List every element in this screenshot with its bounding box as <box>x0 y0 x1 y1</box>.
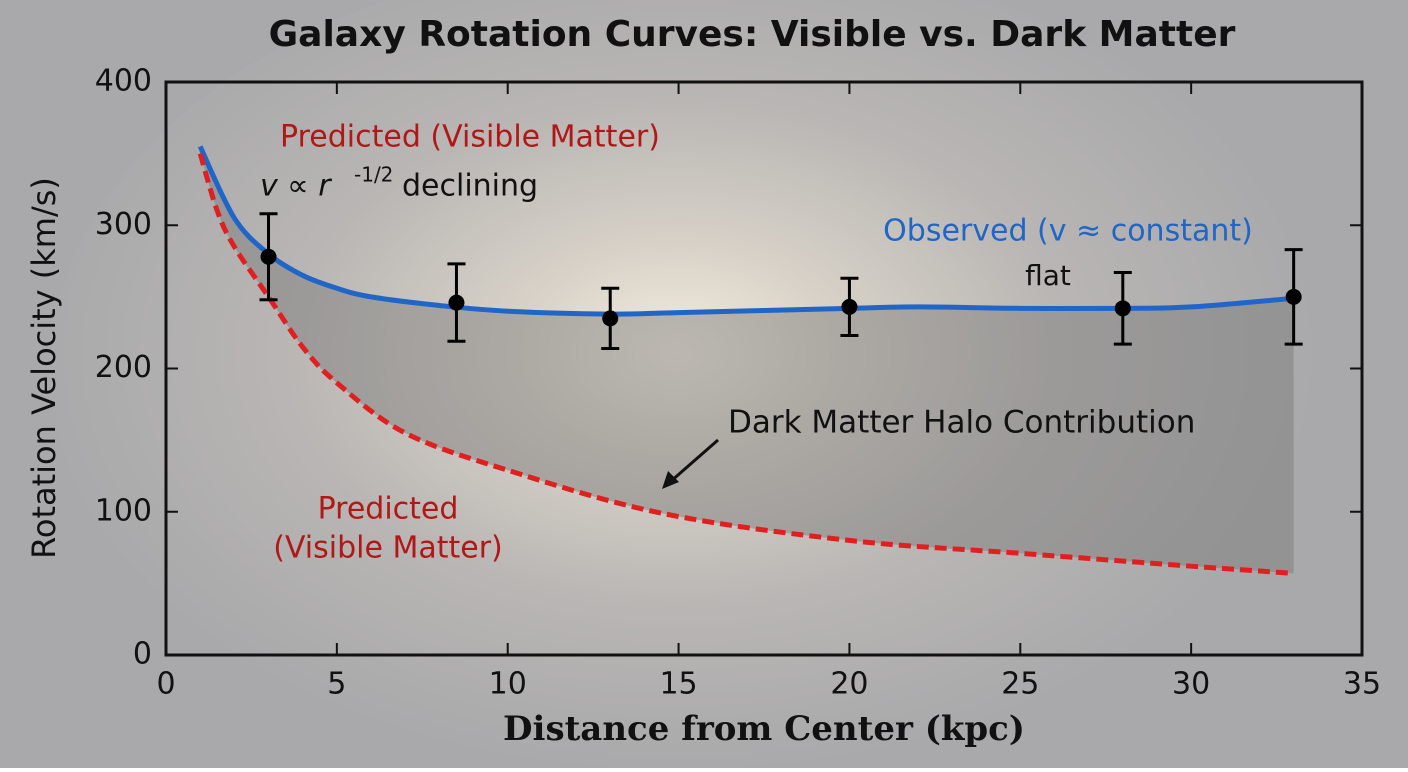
flat-label: flat <box>1025 259 1071 292</box>
x-axis-label: Distance from Center (kpc) <box>503 709 1025 749</box>
series-line <box>197 152 1294 576</box>
annotation-arrow <box>669 438 719 484</box>
x-tick-label: 0 <box>156 667 175 702</box>
data-point <box>841 298 858 315</box>
x-tick-label: 30 <box>1172 667 1210 702</box>
data-point <box>448 294 465 311</box>
x-tick-label: 35 <box>1343 667 1381 702</box>
y-tick-label: 300 <box>95 207 152 242</box>
data-point <box>1114 300 1131 317</box>
data-point <box>1285 288 1302 305</box>
x-tick-label: 10 <box>489 667 527 702</box>
y-tick-label: 100 <box>95 493 152 528</box>
x-tick-label: 5 <box>327 667 346 702</box>
arrow-head <box>662 471 679 489</box>
x-tick-label: 15 <box>659 667 697 702</box>
galaxy-glow <box>50 0 1330 772</box>
y-tick-label: 0 <box>133 637 152 672</box>
data-point <box>602 310 619 327</box>
predicted-label: (Visible Matter) <box>273 531 503 566</box>
halo-area <box>200 146 1294 574</box>
halo-label: Dark Matter Halo Contribution <box>728 405 1195 441</box>
formula-exponent: -1/2 <box>354 163 393 187</box>
y-axis-label: Rotation Velocity (km/s) <box>25 177 63 559</box>
x-tick-label: 25 <box>1001 667 1039 702</box>
data-point <box>260 248 277 265</box>
formula: v ∝ r <box>260 169 332 204</box>
y-tick-label: 200 <box>95 350 152 385</box>
formula-text: declining <box>402 169 538 204</box>
series-label: Observed (v ≈ constant) <box>883 214 1253 249</box>
chart-title: Galaxy Rotation Curves: Visible vs. Dark… <box>269 14 1236 55</box>
x-tick-label: 20 <box>830 667 868 702</box>
series-label: Predicted (Visible Matter) <box>280 120 660 155</box>
predicted-label: Predicted <box>318 492 459 527</box>
y-tick-label: 400 <box>95 64 152 99</box>
